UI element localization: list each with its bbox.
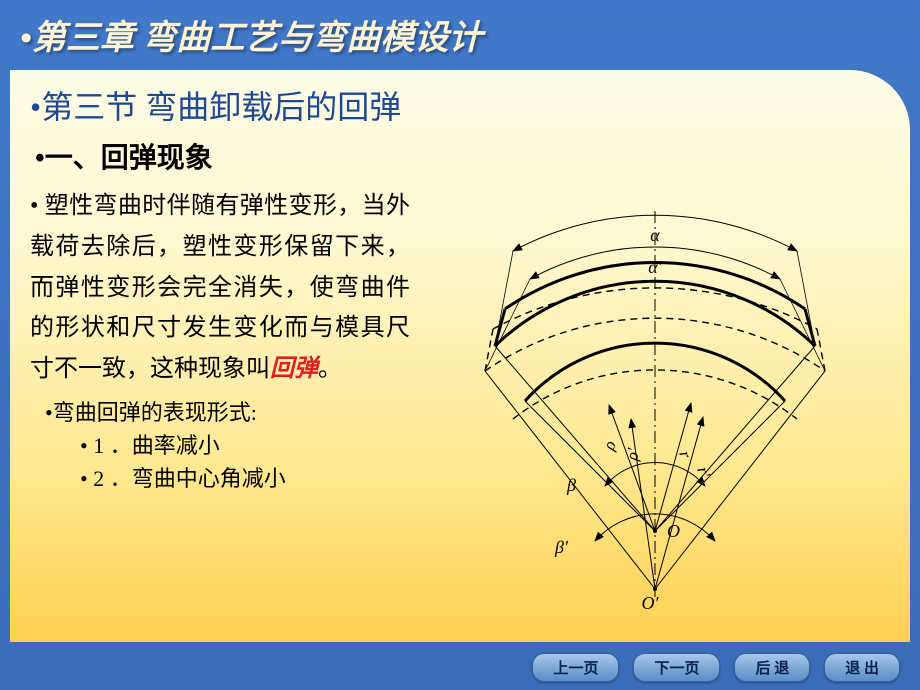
chapter-title: •第三章 弯曲工艺与弯曲模设计 [0,0,920,74]
label-alpha: α [650,225,660,245]
forms-block: •弯曲回弹的表现形式: • 1 ．曲率减小 • 2 ．弯曲中心角减小 [45,396,410,495]
paragraph-suffix: 。 [318,356,342,382]
label-O: O [667,521,680,541]
prev-button[interactable]: 上一页 [532,653,619,682]
diagram-column: α α′ β β′ ρ ρ′ r r′ O O′ [420,186,890,621]
form-item-1: • 1 ．曲率减小 [80,429,410,462]
section-title: •第三节 弯曲卸载后的回弹 [30,82,890,128]
label-rho: ρ [599,438,620,454]
nav-bar: 上一页 下一页 后 退 退 出 [532,653,900,682]
label-beta: β [566,475,576,495]
back-button[interactable]: 后 退 [734,653,810,682]
label-r-prime: r′ [693,464,714,480]
sub-heading: •一、回弹现象 [35,136,890,176]
form-item-2: • 2 ．弯曲中心角减小 [80,462,410,495]
next-button[interactable]: 下一页 [633,653,720,682]
label-alpha-prime: α′ [648,257,662,277]
highlight-term: 回弹 [270,356,318,382]
label-O-prime: O′ [642,593,660,613]
body-text-column: • 塑性弯曲时伴随有弹性变形，当外载荷去除后，塑性变形保留下来，而弹性变形会完全… [30,186,410,621]
exit-button[interactable]: 退 出 [824,653,900,682]
label-rho-prime: ρ′ [622,446,643,462]
label-beta-prime: β′ [554,537,569,557]
paragraph-prefix: • 塑性弯曲时伴随有弹性变形，当外载荷去除后，塑性变形保留下来，而弹性变形会完全… [30,193,410,382]
springback-diagram: α α′ β β′ ρ ρ′ r r′ O O′ [435,201,875,621]
paragraph: • 塑性弯曲时伴随有弹性变形，当外载荷去除后，塑性变形保留下来，而弹性变形会完全… [30,186,410,390]
content-panel: •第三节 弯曲卸载后的回弹 •一、回弹现象 • 塑性弯曲时伴随有弹性变形，当外载… [10,70,910,642]
forms-title: •弯曲回弹的表现形式: [45,396,410,429]
